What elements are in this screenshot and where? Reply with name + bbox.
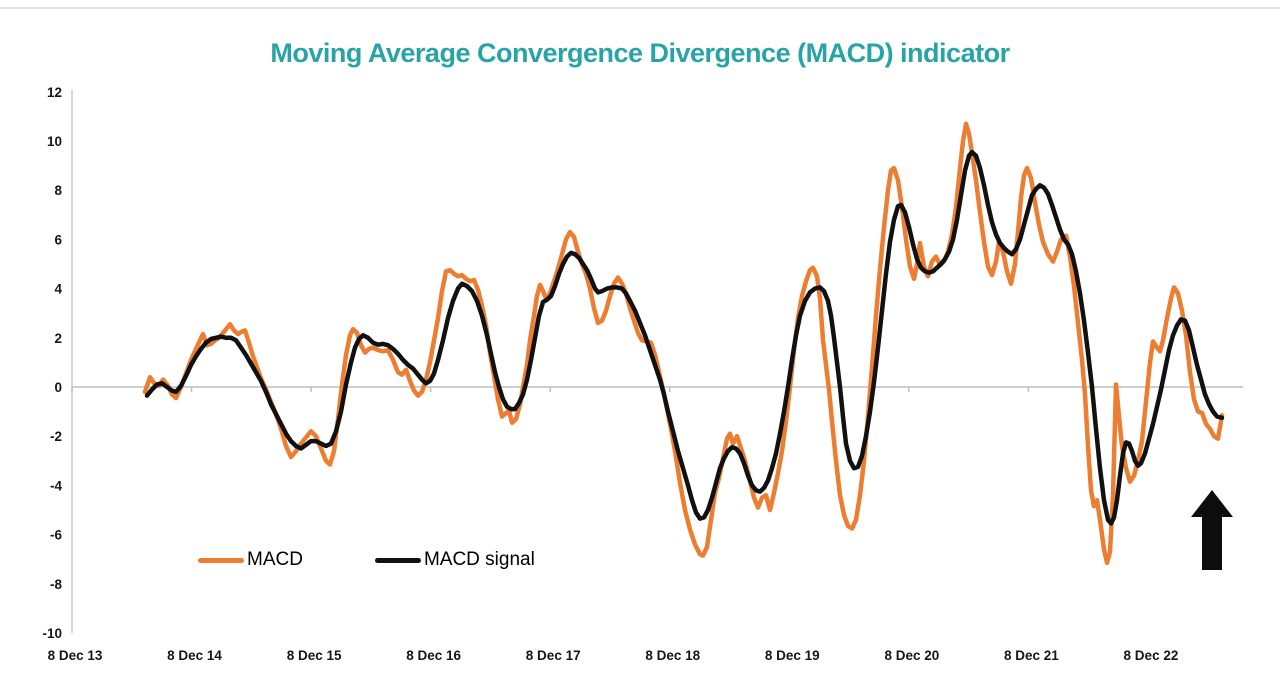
- x-tick-label: 8 Dec 14: [167, 648, 222, 663]
- x-tick-label: 8 Dec 19: [765, 648, 820, 663]
- y-tick-label: -4: [50, 478, 62, 493]
- x-tick-label: 8 Dec 17: [526, 648, 581, 663]
- y-tick-label: -6: [50, 528, 62, 543]
- x-tick-label: 8 Dec 21: [1004, 648, 1059, 663]
- x-tick-label: 8 Dec 18: [645, 648, 700, 663]
- y-tick-label: -8: [50, 577, 62, 592]
- y-tick-label: 6: [54, 232, 62, 247]
- macd-line-swatch: [198, 557, 244, 563]
- y-tick-label: -2: [50, 429, 62, 444]
- legend-item-macd[interactable]: MACD: [198, 549, 303, 571]
- x-tick-label: 8 Dec 20: [884, 648, 939, 663]
- x-tick-label: 8 Dec 13: [48, 648, 103, 663]
- x-tick-label: 8 Dec 15: [287, 648, 342, 663]
- y-tick-label: 0: [54, 380, 62, 395]
- chart-legend: MACD MACD signal: [198, 549, 535, 571]
- x-tick-label: 8 Dec 16: [406, 648, 461, 663]
- chart-title: Moving Average Convergence Divergence (M…: [270, 38, 1010, 68]
- macd-signal-line: [144, 149, 1225, 526]
- y-tick-label: 10: [47, 134, 62, 149]
- legend-label-macd: MACD: [247, 549, 303, 570]
- macd-line: [142, 121, 1225, 566]
- y-tick-label: 2: [54, 331, 62, 346]
- y-tick-label: -10: [42, 626, 62, 641]
- y-tick-label: 4: [54, 282, 62, 297]
- y-tick-label: 8: [54, 183, 62, 198]
- y-tick-label: 12: [47, 85, 62, 100]
- up-arrow-annotation: [1191, 490, 1233, 570]
- x-tick-label: 8 Dec 22: [1124, 648, 1179, 663]
- legend-item-macd-signal[interactable]: MACD signal: [374, 549, 535, 571]
- top-divider: [0, 7, 1280, 9]
- macd-signal-line-swatch: [374, 557, 421, 563]
- legend-label-macd-signal: MACD signal: [423, 549, 535, 570]
